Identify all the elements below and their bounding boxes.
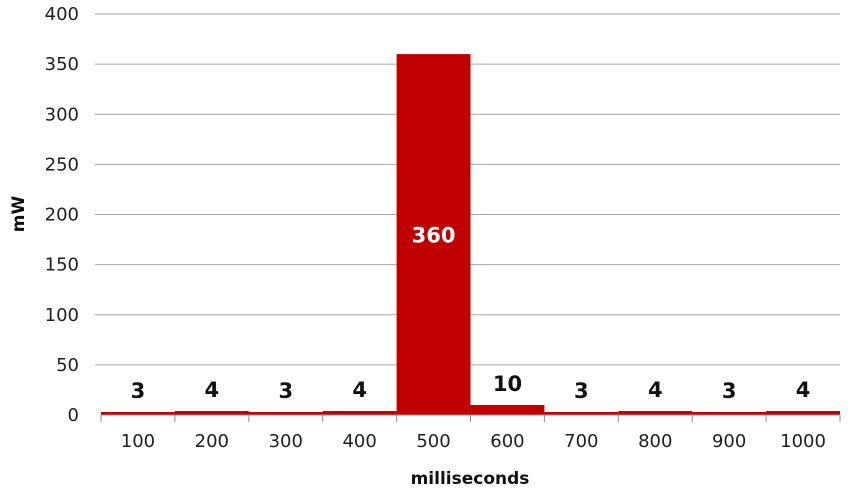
data-labels: 3 4 3 4 360 10 3 4 3 4 [131,224,811,403]
y-tick-label: 0 [68,405,79,426]
bar [396,54,471,415]
data-label: 4 [352,378,367,402]
y-tick-label: 50 [56,355,79,376]
y-axis-title: mW [9,196,29,233]
x-tick-label: 200 [195,431,229,452]
x-tick-label: 600 [490,431,524,452]
x-tick-label: 900 [712,431,746,452]
x-tick-label: 700 [564,431,598,452]
bar [322,410,397,415]
bar [766,410,840,415]
data-label: 10 [493,372,522,396]
bar [470,404,545,415]
y-tick-label: 250 [45,154,79,175]
y-tick-label: 150 [45,255,79,276]
data-label: 4 [205,378,220,402]
bar [618,410,693,415]
x-tick-label: 800 [638,431,672,452]
x-tick-label: 100 [121,431,155,452]
data-label: 3 [722,379,737,403]
y-tick-label: 300 [45,104,79,125]
data-label: 3 [131,379,146,403]
data-label: 3 [574,379,589,403]
x-tick-label: 400 [342,431,376,452]
bar [692,411,767,415]
y-tick-label: 350 [45,54,79,75]
bar [174,410,249,415]
data-label: 3 [278,379,293,403]
bar [544,411,619,415]
x-tick-label: 1000 [780,431,826,452]
x-tick-label: 300 [269,431,303,452]
x-axis-tick-labels: 100 200 300 400 500 600 700 800 900 1000 [100,415,841,452]
y-tick-label: 100 [45,305,79,326]
bar [101,411,175,415]
x-tick-label: 500 [416,431,450,452]
data-label: 4 [648,378,663,402]
x-axis-title: milliseconds [411,469,530,489]
y-tick-label: 200 [45,205,79,226]
bar [248,411,323,415]
y-tick-label: 400 [45,4,79,25]
bars [101,54,840,415]
data-label: 4 [796,378,811,402]
y-axis-tick-labels: 0 50 100 150 200 250 300 350 400 [45,4,79,426]
data-label: 360 [412,224,456,248]
